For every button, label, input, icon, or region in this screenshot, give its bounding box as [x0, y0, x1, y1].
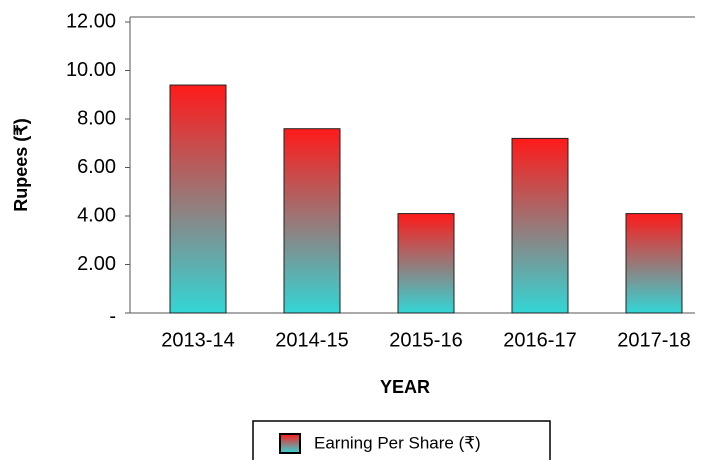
x-tick-label: 2015-16 — [389, 329, 462, 351]
x-axis-title: YEAR — [380, 377, 430, 397]
y-tick-label: 4.00 — [77, 204, 116, 226]
legend-swatch — [279, 433, 301, 454]
bar — [283, 128, 341, 314]
x-tick-label: 2014-15 — [275, 329, 348, 351]
legend-box — [252, 420, 551, 460]
x-tick-label: 2017-18 — [617, 329, 690, 351]
y-tick-label: 10.00 — [66, 59, 116, 81]
y-tick-label: 6.00 — [77, 156, 116, 178]
y-tick-label: - — [109, 305, 116, 327]
bar — [397, 213, 455, 314]
y-tick-label: 8.00 — [77, 107, 116, 129]
bar — [169, 84, 227, 314]
x-tick-label: 2016-17 — [503, 329, 576, 351]
y-axis-title: Rupees (₹) — [11, 118, 31, 211]
legend-label: Earning Per Share (₹) — [314, 433, 481, 452]
y-tick-label: 2.00 — [77, 253, 116, 275]
bar — [625, 213, 683, 314]
bar — [511, 137, 569, 314]
y-tick-label: 12.00 — [66, 10, 116, 32]
x-tick-label: 2013-14 — [161, 329, 234, 351]
